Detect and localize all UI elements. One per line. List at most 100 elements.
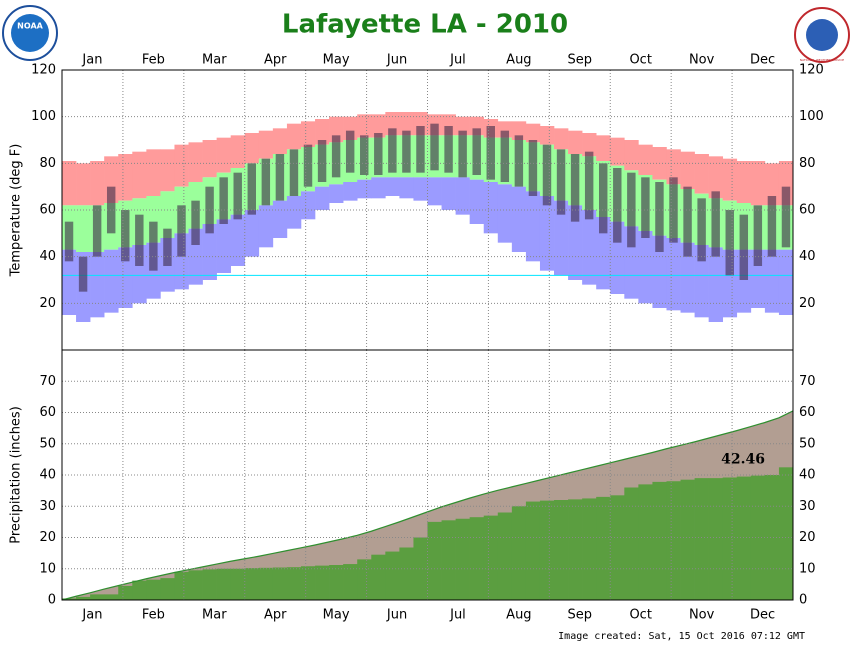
record-high-band [315, 119, 330, 145]
noaa-logo: NOAA [2, 5, 58, 61]
record-high-band [764, 163, 780, 206]
x-tick-label: Apr [264, 53, 287, 68]
record-low-band [764, 249, 780, 313]
record-low-band [596, 217, 611, 290]
x-tick-label: Jan [81, 53, 102, 68]
record-low-band [497, 184, 513, 243]
record-low-band [666, 238, 681, 311]
y-axis-title: Temperature (deg F) [9, 144, 24, 278]
actual-bar [469, 517, 485, 600]
actual-bar [472, 128, 481, 175]
actual-bar [624, 487, 639, 600]
y-tick-label: 70 [39, 374, 56, 389]
x-tick-label: Nov [689, 608, 715, 623]
normal-band [160, 191, 175, 238]
actual-bar [300, 566, 316, 600]
actual-bar [669, 177, 678, 243]
x-tick-label: Nov [689, 53, 715, 68]
actual-bar [430, 123, 439, 171]
actual-bar [385, 551, 400, 600]
actual-bar [627, 172, 636, 248]
record-high-band [582, 133, 597, 157]
actual-bar [104, 594, 119, 600]
x-tick-label: Feb [142, 53, 165, 68]
record-high-band [568, 130, 583, 154]
actual-bar [427, 521, 442, 600]
y-tick-label-right: 20 [799, 296, 816, 311]
record-high-band [118, 154, 133, 201]
actual-bar [202, 569, 217, 600]
actual-bar [64, 221, 74, 262]
actual-bar [244, 568, 260, 600]
actual-bar [191, 200, 200, 245]
actual-bar [708, 478, 724, 600]
record-low-band [413, 177, 428, 201]
record-low-band [539, 196, 555, 271]
actual-bar [554, 500, 569, 600]
x-tick-label: May [323, 53, 350, 68]
actual-bar [247, 163, 256, 215]
record-high-band [694, 154, 709, 194]
y-tick-label: 100 [31, 109, 56, 124]
actual-bar [146, 579, 161, 600]
record-high-band [244, 133, 260, 164]
record-high-band [286, 123, 302, 150]
y-tick-label: 80 [39, 156, 56, 171]
y-tick-label-right: 60 [799, 405, 816, 420]
logo-text: NATIONAL WEATHER SERVICE [800, 58, 845, 62]
record-low-band [202, 224, 217, 280]
actual-bar [497, 512, 513, 600]
actual-bar [613, 168, 622, 243]
actual-bar [371, 554, 386, 600]
record-high-band [371, 114, 386, 138]
record-low-band [357, 179, 372, 199]
record-high-band [272, 128, 288, 154]
actual-bar [725, 210, 734, 276]
actual-bar [483, 515, 499, 600]
actual-bar [610, 495, 625, 600]
record-low-band [652, 235, 667, 308]
record-high-band [399, 112, 414, 136]
panel-frame [61, 349, 794, 601]
y-tick-label: 120 [31, 63, 56, 78]
y-tick-label: 40 [39, 468, 56, 483]
y-tick-label: 60 [39, 405, 56, 420]
actual-bar [132, 580, 147, 600]
logo-disc [11, 14, 49, 52]
x-tick-label: Dec [750, 608, 775, 623]
y-tick-label: 10 [39, 561, 56, 576]
record-low-band [315, 186, 330, 210]
y-tick-label-right: 30 [799, 499, 816, 514]
actual-bar [230, 568, 246, 600]
y-tick-label-right: 50 [799, 436, 816, 451]
record-high-band [455, 116, 470, 136]
record-low-band [708, 247, 724, 322]
record-high-band [174, 144, 189, 187]
record-high-band [610, 137, 625, 166]
y-tick-label: 20 [39, 296, 56, 311]
actual-bar [343, 564, 358, 600]
record-high-band [680, 151, 695, 189]
actual-bar [525, 501, 541, 600]
logo-disc [806, 19, 838, 51]
x-tick-label: Jul [449, 53, 466, 68]
actual-bar [458, 130, 467, 178]
record-high-band [202, 140, 217, 178]
actual-bar [655, 182, 664, 252]
actual-bar [584, 151, 594, 220]
actual-bar [275, 154, 285, 201]
y-tick-label: 0 [48, 593, 56, 608]
x-tick-label: Oct [629, 53, 651, 68]
actual-bar [444, 126, 453, 173]
actual-bar [778, 467, 794, 600]
record-high-band [146, 149, 161, 196]
actual-bar [596, 496, 611, 600]
actual-bar [121, 210, 130, 262]
record-low-band [385, 177, 400, 196]
actual-bar [258, 567, 274, 600]
record-high-band [596, 135, 611, 161]
x-tick-label: Mar [202, 53, 227, 68]
actual-bar [345, 130, 355, 173]
record-low-band [244, 210, 260, 257]
